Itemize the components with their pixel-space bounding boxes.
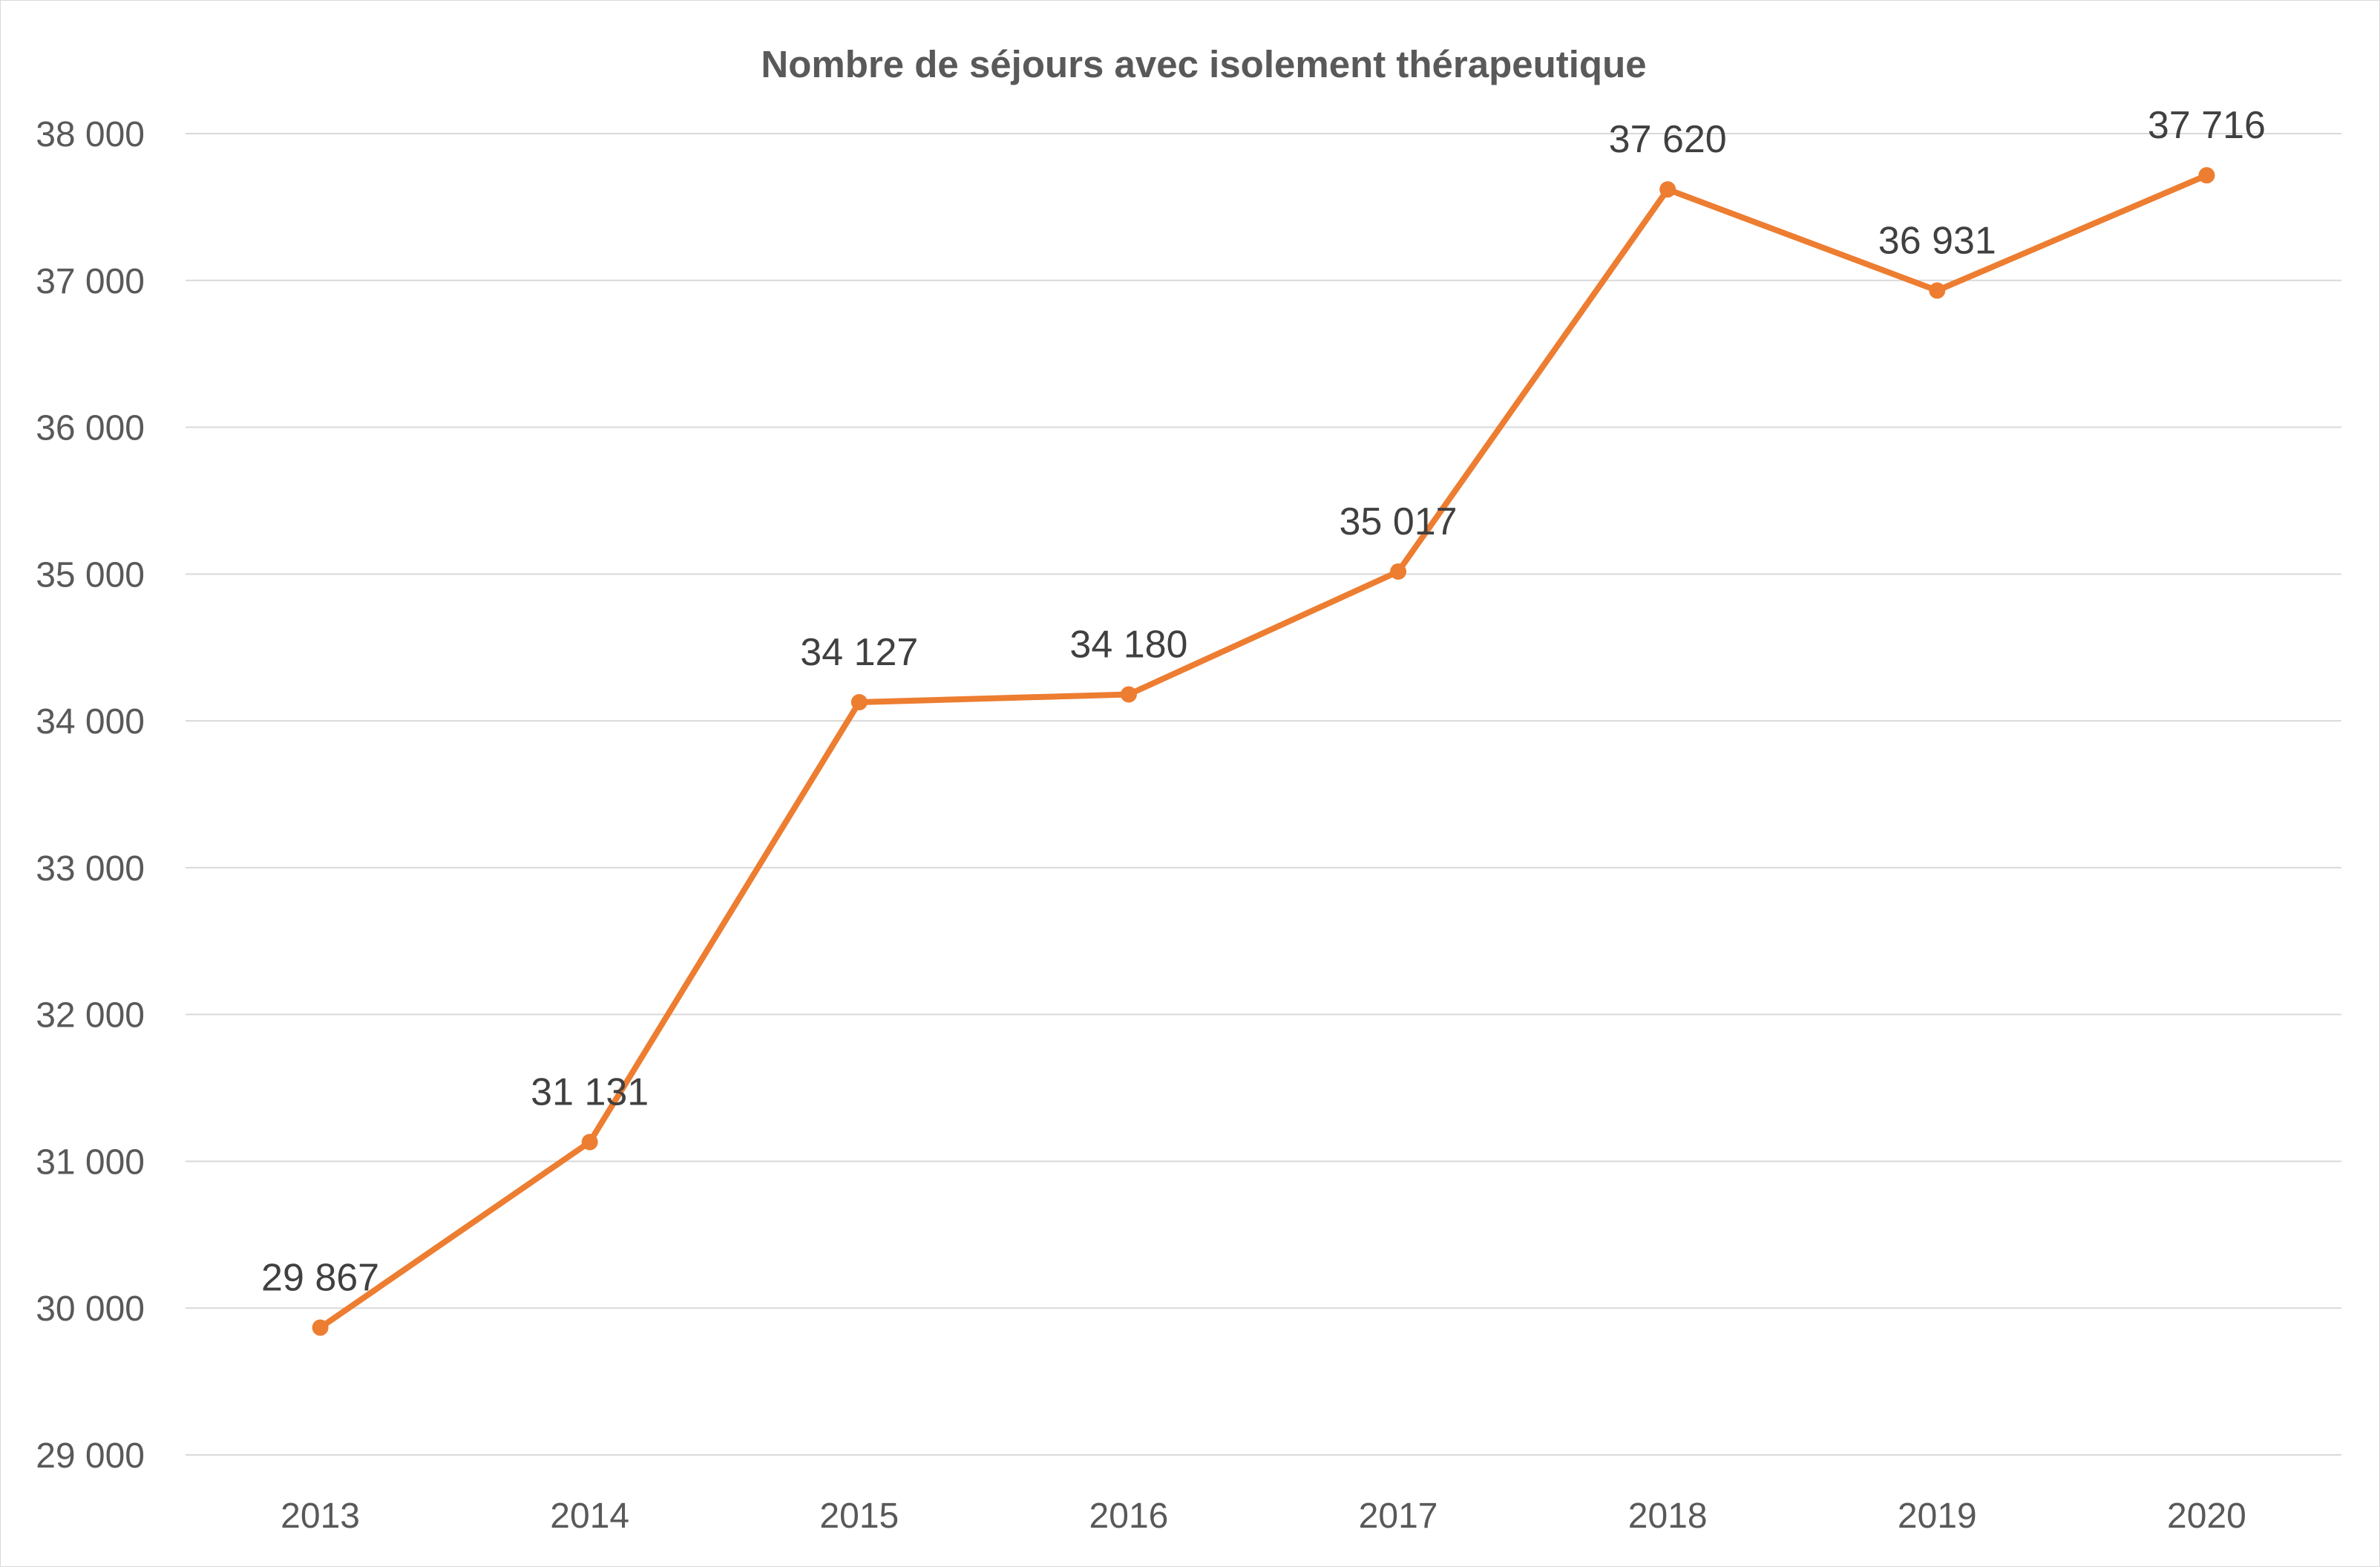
x-axis-tick-labels: 2013 2014 2015 2016 2017 2018 2019 2020 [281, 1496, 2246, 1536]
data-point-2020 [2198, 167, 2215, 184]
data-label-2017: 35 017 [1340, 500, 1458, 543]
data-point-2018 [1659, 181, 1676, 198]
data-label-2013: 29 867 [261, 1257, 379, 1300]
data-point-2015 [850, 693, 868, 710]
y-axis-tick-labels: 29 000 30 000 31 000 32 000 33 000 34 000 35 0… [36, 115, 145, 1476]
data-label-2018: 37 620 [1609, 118, 1727, 161]
y-tick-label: 30 000 [36, 1289, 145, 1329]
data-label-2020: 37 716 [2148, 104, 2266, 147]
x-tick-label: 2014 [550, 1496, 629, 1536]
chart-title: Nombre de séjours avec isolement thérape… [761, 43, 1646, 85]
data-labels: 29 867 31 131 34 127 34 180 35 017 37 620 36 9… [261, 104, 2266, 1299]
x-tick-label: 2019 [1898, 1496, 1977, 1536]
gridlines [186, 133, 2341, 1456]
y-tick-label: 32 000 [36, 996, 145, 1036]
data-point-2016 [1120, 686, 1137, 703]
data-point-2014 [581, 1133, 598, 1151]
y-tick-label: 31 000 [36, 1142, 145, 1182]
data-series [312, 167, 2215, 1336]
x-tick-label: 2015 [819, 1496, 899, 1536]
data-label-2014: 31 131 [531, 1071, 649, 1114]
y-tick-label: 34 000 [36, 702, 145, 742]
x-tick-label: 2018 [1628, 1496, 1708, 1536]
data-point-2019 [1929, 282, 1946, 299]
x-tick-label: 2017 [1359, 1496, 1438, 1536]
x-tick-label: 2020 [2167, 1496, 2246, 1536]
data-point-2013 [312, 1319, 329, 1336]
series-line [317, 172, 2210, 1331]
data-label-2016: 34 180 [1069, 624, 1187, 667]
data-label-2019: 36 931 [1878, 219, 1996, 262]
data-label-2015: 34 127 [800, 631, 918, 674]
y-tick-label: 35 000 [36, 555, 145, 595]
y-tick-label: 33 000 [36, 849, 145, 889]
x-tick-label: 2016 [1089, 1496, 1169, 1536]
y-tick-label: 38 000 [36, 115, 145, 154]
data-point-2017 [1390, 563, 1407, 580]
y-tick-label: 37 000 [36, 262, 145, 301]
y-tick-label: 36 000 [36, 409, 145, 448]
y-tick-label: 29 000 [36, 1436, 145, 1476]
x-tick-label: 2013 [281, 1496, 360, 1536]
